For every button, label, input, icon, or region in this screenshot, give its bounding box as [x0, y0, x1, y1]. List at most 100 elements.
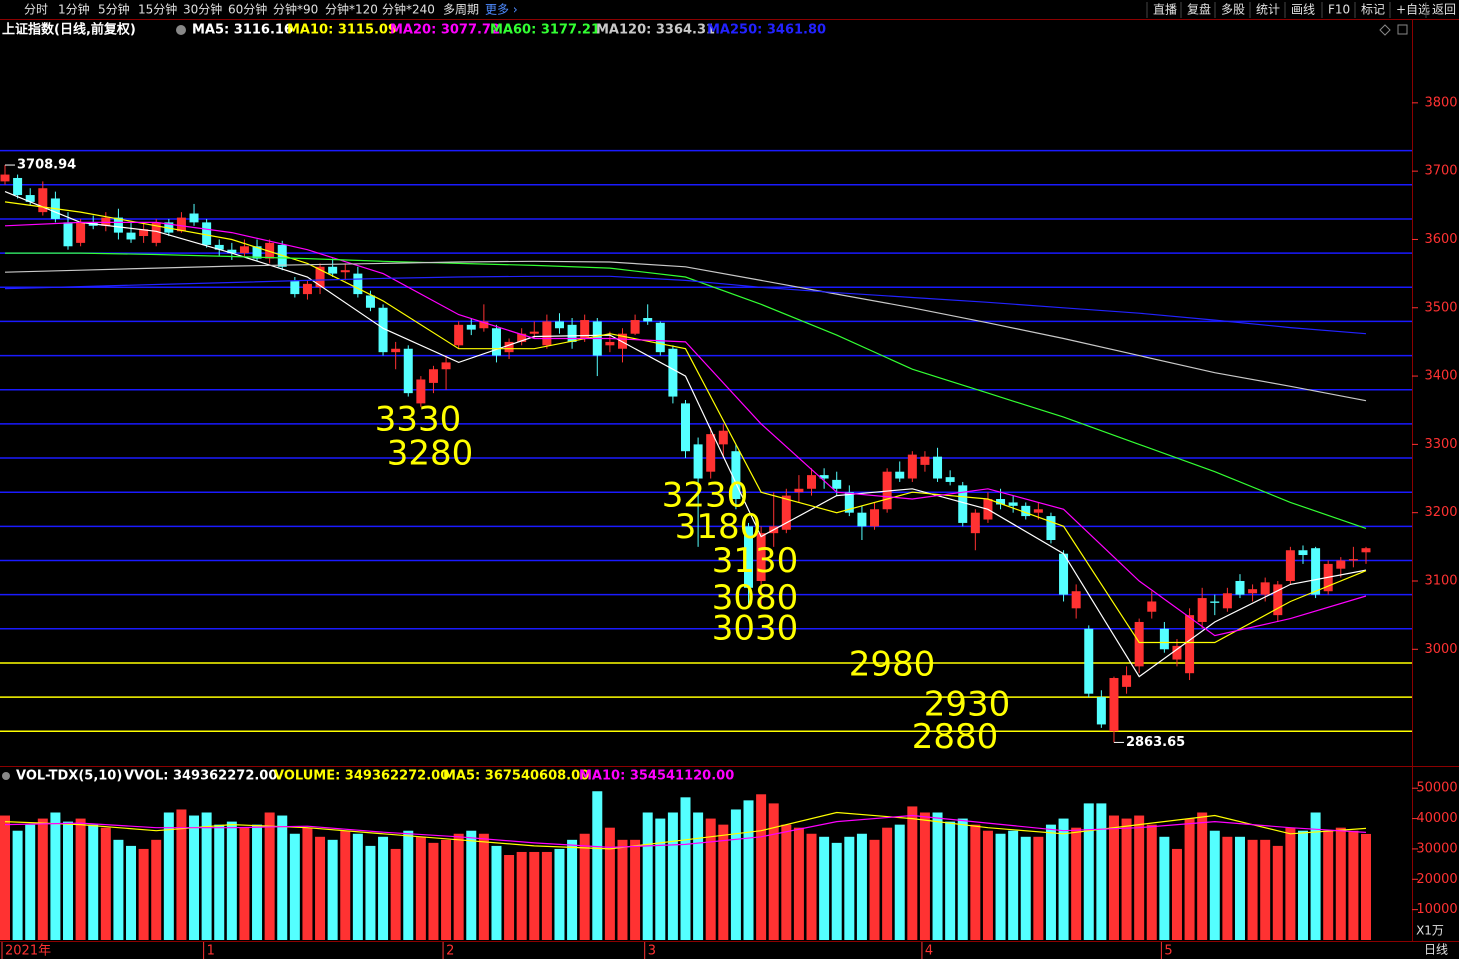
toolbar-tab[interactable]: 5分钟: [98, 2, 130, 17]
volume-bar: [1348, 830, 1359, 940]
volume-bar: [113, 839, 124, 940]
volume-bar: [226, 821, 237, 940]
volume-bar: [630, 839, 641, 940]
volume-bar: [1171, 848, 1182, 940]
candle-body: [807, 475, 817, 489]
legend-entry: MA5: 3116.16: [192, 23, 293, 38]
toolbar-tab[interactable]: 分时: [24, 3, 48, 17]
toolbar-button[interactable]: 统计: [1256, 3, 1280, 17]
candle-body: [1021, 505, 1031, 517]
volume-bar: [1247, 839, 1258, 940]
candle-body: [668, 348, 678, 397]
volume-bar: [932, 812, 943, 940]
volume-bar: [1045, 824, 1056, 940]
volume-bar: [667, 812, 678, 940]
toolbar-button[interactable]: +自选: [1396, 3, 1430, 17]
candle-body: [441, 362, 451, 370]
candle-body: [202, 222, 212, 245]
volume-bar: [756, 794, 767, 940]
candle-body: [38, 188, 48, 213]
vol-icon[interactable]: [2, 772, 10, 780]
toolbar-tab[interactable]: 15分钟: [138, 2, 177, 17]
candle-body: [617, 333, 627, 349]
toolbar-tab[interactable]: 分钟*90: [273, 2, 318, 17]
candle-body: [139, 229, 149, 237]
volume-bar: [617, 839, 628, 940]
x-tick-label: 2021年: [5, 944, 51, 959]
toolbar-tab[interactable]: 多周期: [443, 3, 479, 17]
volume-bar: [1297, 830, 1308, 940]
level-label: 3230: [662, 476, 749, 516]
toolbar-button[interactable]: 画线: [1291, 3, 1315, 17]
volume-bar: [1146, 824, 1157, 940]
volume-bar: [189, 815, 200, 940]
candle-body: [643, 318, 653, 322]
toolbar-button[interactable]: F10: [1328, 3, 1350, 17]
volume-bar: [1272, 845, 1283, 940]
candle-body: [580, 320, 590, 339]
legend-entry: MA250: 3461.80: [707, 23, 826, 38]
y-tick-label: 3600: [1424, 232, 1457, 247]
toolbar-tab[interactable]: 更多 ›: [485, 3, 518, 17]
volume-bar: [1108, 815, 1119, 940]
volume-bar: [390, 848, 401, 940]
candle-body: [1197, 598, 1207, 622]
y-tick-label: 20000: [1416, 872, 1457, 887]
volume-bar: [1285, 827, 1296, 940]
candle-body: [428, 369, 438, 383]
toolbar-tab[interactable]: 分钟*120: [325, 2, 378, 17]
x-tick-label: 3: [648, 944, 656, 959]
candle-body: [895, 471, 905, 479]
toolbar-tab[interactable]: 60分钟: [228, 2, 267, 17]
volume-bar: [327, 839, 338, 940]
candle-body: [63, 222, 73, 247]
volume-bar: [1096, 803, 1107, 940]
legend-entry: MA20: 3077.72: [390, 23, 500, 38]
toolbar-button[interactable]: 直播: [1153, 3, 1177, 17]
volume-bar: [718, 824, 729, 940]
candle-body: [1235, 580, 1245, 595]
y-tick-label: 3200: [1424, 505, 1457, 520]
volume-bar: [995, 833, 1006, 940]
chart-title: VOL-TDX(5,10): [16, 769, 122, 784]
ma-line: [4, 221, 1367, 637]
candle-body: [1361, 548, 1371, 553]
toolbar-tab[interactable]: 1分钟: [58, 2, 90, 17]
volume-bar: [352, 833, 363, 940]
candle-body: [1185, 615, 1195, 674]
toolbar-button[interactable]: 多股: [1221, 3, 1245, 17]
chart-title: 上证指数(日线,前复权): [2, 22, 136, 38]
volume-bar: [428, 842, 439, 940]
toolbar-button[interactable]: 复盘: [1187, 2, 1211, 17]
volume-bar: [176, 809, 187, 940]
candle-body: [794, 488, 804, 493]
diamond-icon[interactable]: [1379, 24, 1391, 36]
candle-body: [176, 217, 186, 232]
volume-bar: [0, 815, 10, 940]
candle-body: [403, 348, 413, 394]
candle-body: [504, 341, 514, 353]
volume-bar: [1134, 815, 1145, 940]
candle-body: [1071, 591, 1081, 609]
candle-body: [1096, 697, 1106, 725]
candle-body: [353, 273, 363, 295]
candle-body: [744, 526, 754, 588]
candle-body: [958, 485, 968, 523]
ma-line: [4, 814, 1367, 849]
candle-body: [391, 348, 401, 353]
toolbar-tab[interactable]: 分钟*240: [382, 2, 435, 17]
volume-bar: [793, 827, 804, 940]
x-tick-label: 5: [1164, 944, 1172, 959]
toolbar-button[interactable]: 返回: [1432, 3, 1456, 17]
candle-body: [302, 283, 312, 295]
toolbar-button[interactable]: 标记: [1361, 3, 1385, 17]
y-tick-label: 3100: [1424, 573, 1457, 588]
settings-icon[interactable]: [176, 25, 186, 35]
legend-entry: MA120: 3364.31: [596, 23, 715, 38]
box-icon[interactable]: [1397, 24, 1408, 35]
candle-body: [920, 456, 930, 465]
candle-body: [101, 217, 111, 226]
toolbar-tab[interactable]: 30分钟: [183, 2, 222, 17]
legend-entry: MA10: 3115.09: [287, 23, 397, 38]
candle-body: [151, 222, 161, 243]
